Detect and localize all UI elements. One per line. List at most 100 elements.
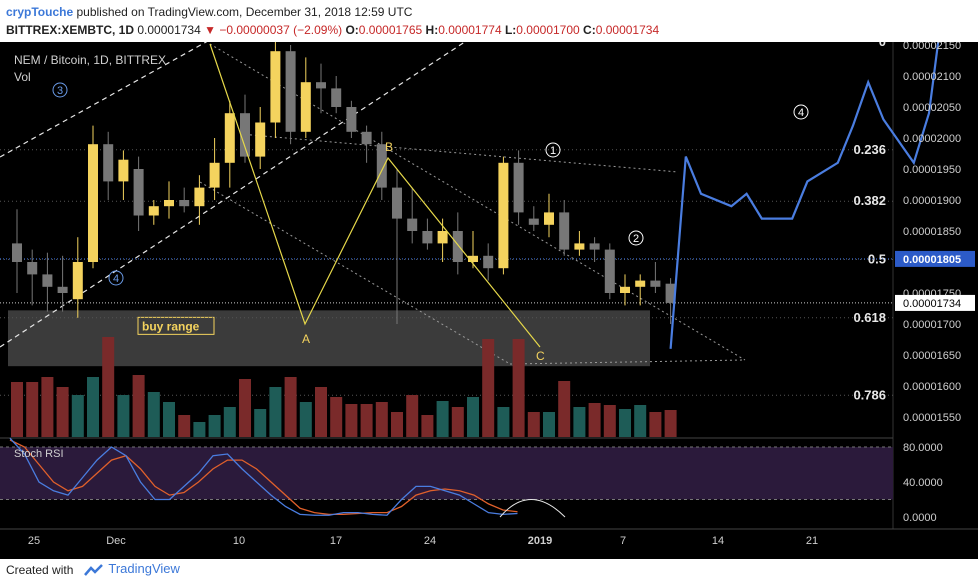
candle-body [559, 212, 570, 250]
buy-range-label: buy range [142, 319, 200, 333]
volume-bar [254, 409, 267, 437]
time-tick: 21 [806, 535, 818, 547]
volume-bar [619, 409, 631, 437]
price-badge-highlight [895, 250, 975, 267]
volume-bar [11, 382, 23, 437]
author-link[interactable]: crypTouche [6, 5, 74, 19]
stoch-rsi-k-line [9, 437, 518, 516]
chart-canvas[interactable]: buy range00.2360.3820.50.6180.786ABC3412… [0, 42, 978, 559]
projection-path [669, 42, 940, 349]
candle-body [544, 212, 554, 225]
close-value: 0.00001734 [595, 23, 660, 37]
fib-level-label: 0.236 [853, 142, 886, 157]
time-axis-background [0, 529, 978, 559]
candle-body [118, 159, 129, 182]
candle-body [604, 249, 615, 293]
candle-body [528, 218, 539, 225]
volume-bar [467, 397, 479, 437]
wave-count-circle [52, 82, 68, 98]
price-change: −0.00000037 (−2.09%) [219, 23, 343, 37]
candle-body [209, 162, 220, 188]
candle-body [468, 255, 478, 262]
created-with-label: Created with [6, 563, 74, 577]
vol-label: Vol [14, 70, 31, 84]
price-badge-highlight-label: 0.00001805 [903, 254, 961, 266]
tradingview-logo[interactable]: TradingView [83, 561, 180, 577]
price-tick: 0.00001900 [903, 195, 961, 207]
candle-body [255, 122, 266, 157]
publish-info: published on TradingView.com, December 3… [76, 5, 413, 19]
volume-bar [649, 412, 662, 437]
resistance-line [239, 133, 679, 173]
price-tick: 0.00002050 [903, 102, 961, 114]
volume-bar [436, 401, 449, 437]
price-tick: 0.00001950 [903, 164, 961, 176]
abc-pattern-line [209, 43, 541, 348]
time-tick: 24 [424, 535, 436, 547]
rsi-curl-annotation [499, 499, 566, 518]
volume-bar [360, 404, 373, 437]
candle-body [376, 144, 387, 188]
price-axis-background [893, 42, 978, 529]
publish-line: crypTouche published on TradingView.com,… [6, 5, 412, 19]
candle-body [72, 262, 83, 300]
time-tick: 7 [620, 535, 626, 547]
time-tick: 2019 [528, 535, 552, 547]
candle-body [574, 243, 585, 250]
last-price: 0.00001734 [137, 23, 201, 37]
time-tick: 25 [28, 535, 40, 547]
pane-title: NEM / Bitcoin, 1D, BITTREX [14, 53, 167, 67]
volume-bar [573, 407, 586, 437]
wave-count-label: 3 [57, 85, 63, 97]
volume-bar [102, 337, 115, 437]
volume-bar [330, 397, 343, 437]
volume-bar [132, 375, 145, 437]
price-tick: 0.00001650 [903, 350, 961, 362]
price-badge-current-label: 0.00001734 [903, 298, 961, 310]
candle-body [27, 262, 38, 275]
fib-level-label: 0 [879, 42, 886, 49]
price-badge-current [895, 294, 975, 311]
candle-body [148, 206, 159, 216]
volume-bar [512, 339, 525, 437]
candle-body [300, 82, 311, 132]
desc-channel-base [509, 359, 746, 365]
candle-body [164, 200, 174, 207]
candle-body [57, 286, 68, 293]
price-tick: 0.00002150 [903, 42, 961, 52]
price-tick: 0.00002000 [903, 133, 961, 145]
volume-bar [345, 404, 358, 437]
candle-body [179, 200, 190, 207]
candle-body [194, 187, 205, 207]
volume-bar [284, 377, 297, 437]
candle-body [392, 187, 402, 219]
chart-footer: Created with TradingView [0, 559, 978, 587]
volume-bar [527, 412, 540, 437]
candle-body [422, 231, 433, 244]
candle-body [437, 231, 448, 244]
candle-body [240, 113, 250, 157]
stoch-rsi-d-line [9, 439, 518, 516]
time-tick: 10 [233, 535, 245, 547]
volume-bar [406, 395, 419, 437]
wave-count-circle [628, 230, 644, 246]
fib-level-label: 0.786 [853, 387, 886, 402]
candle-body [224, 113, 235, 163]
candle-body [331, 88, 342, 107]
low-label: L: [504, 23, 517, 37]
tradingview-brand: TradingView [108, 561, 180, 576]
stoch-rsi-label: Stoch RSI [14, 448, 64, 460]
candle-body [498, 162, 509, 269]
chart-header: crypTouche published on TradingView.com,… [0, 0, 978, 44]
volume-bar [26, 382, 39, 437]
candle-body [650, 280, 661, 287]
wave-count-label: 4 [798, 107, 804, 119]
candle-body [407, 218, 418, 231]
candle-body [270, 51, 281, 123]
volume-bar [588, 403, 601, 437]
tradingview-cloud-icon [84, 563, 103, 576]
volume-bar [41, 377, 54, 437]
volume-bar [497, 407, 510, 437]
rsi-tick: 80.0000 [903, 442, 943, 454]
volume-bar [178, 415, 191, 437]
